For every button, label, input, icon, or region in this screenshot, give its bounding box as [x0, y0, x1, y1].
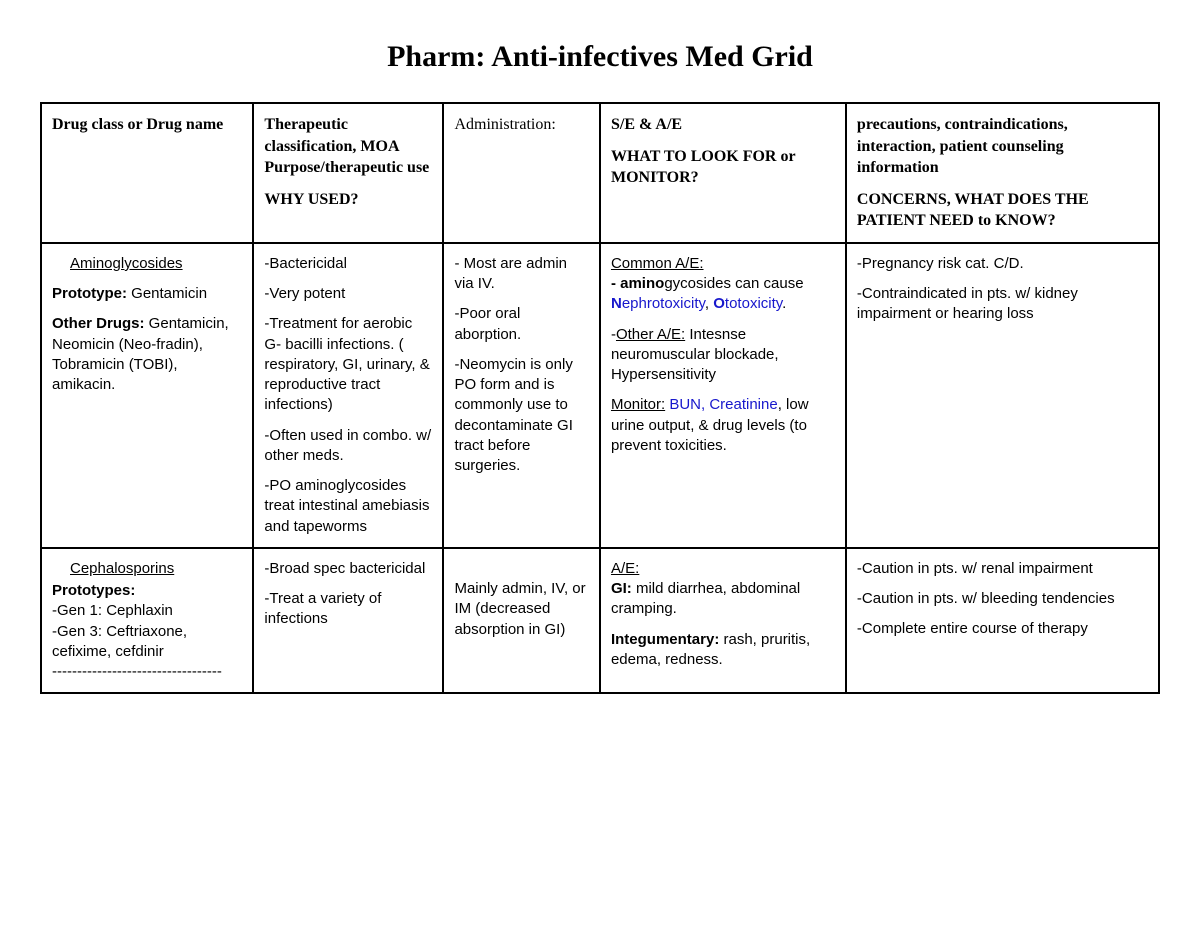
prototypes-label: Prototypes:: [52, 582, 135, 599]
admin-item: - Most are admin via IV.: [454, 254, 589, 295]
monitor-block: Monitor: BUN, Creatinine, low urine outp…: [611, 395, 835, 456]
prototype-value: Gentamicin: [127, 285, 207, 302]
integ-label: Integumentary:: [611, 631, 719, 648]
cell-se: A/E: GI: mild diarrhea, abdominal crampi…: [600, 548, 846, 694]
col-header-moa: Therapeutic classification, MOA Purpose/…: [253, 103, 443, 243]
moa-item: -PO aminoglycosides treat intestinal ame…: [264, 476, 432, 537]
ae-no: no: [646, 275, 664, 292]
cell-precautions: -Pregnancy risk cat. C/D. -Contraindicat…: [846, 243, 1159, 548]
admin-item: -Poor oral aborption.: [454, 304, 589, 345]
precaution-item: -Caution in pts. w/ bleeding tendencies: [857, 589, 1148, 609]
other-drugs-line: Other Drugs: Gentamicin, Neomicin (Neo-f…: [52, 314, 242, 395]
col-header-main: Therapeutic classification, MOA Purpose/…: [264, 114, 432, 179]
cell-admin: - Most are admin via IV. -Poor oral abor…: [443, 243, 600, 548]
cell-admin: Mainly admin, IV, or IM (decreased absor…: [443, 548, 600, 694]
moa-item: -Very potent: [264, 284, 432, 304]
precaution-item: -Complete entire course of therapy: [857, 619, 1148, 639]
gen1-line: -Gen 1: Cephlaxin: [52, 602, 173, 619]
prototype-line: Prototype: Gentamicin: [52, 284, 242, 304]
col-header-se: S/E & A/E WHAT TO LOOK FOR or MONITOR?: [600, 103, 846, 243]
cell-drug: Aminoglycosides Prototype: Gentamicin Ot…: [41, 243, 253, 548]
common-ae-block: Common A/E: - aminogycosides can cause N…: [611, 254, 835, 315]
nephrotoxicity: Nephrotoxicity: [611, 295, 705, 312]
cell-se: Common A/E: - aminogycosides can cause N…: [600, 243, 846, 548]
moa-item: -Bactericidal: [264, 254, 432, 274]
ae-post: gycosides can cause: [664, 275, 803, 292]
page-title: Pharm: Anti-infectives Med Grid: [40, 40, 1160, 74]
col-header-main: Drug class or Drug name: [52, 116, 223, 133]
prototype-label: Prototype:: [52, 285, 127, 302]
gi-label: GI:: [611, 580, 632, 597]
col-header-main: S/E & A/E: [611, 114, 835, 136]
ae-label: A/E:: [611, 560, 639, 577]
admin-item: -Neomycin is only PO form and is commonl…: [454, 355, 589, 477]
precaution-item: -Contraindicated in pts. w/ kidney impai…: [857, 284, 1148, 325]
precaution-item: -Caution in pts. w/ renal impairment: [857, 559, 1148, 579]
moa-item: -Treatment for aerobic G- bacilli infect…: [264, 314, 432, 415]
neph-n: N: [611, 295, 622, 312]
drug-class-heading: Cephalosporins: [70, 559, 242, 579]
col-header-main: precautions, contraindications, interact…: [857, 114, 1148, 179]
oto-o: O: [713, 295, 725, 312]
oto-rest: totoxicity: [725, 295, 782, 312]
col-header-drug: Drug class or Drug name: [41, 103, 253, 243]
admin-item: Mainly admin, IV, or IM (decreased absor…: [454, 579, 589, 640]
ae-pre: - ami: [611, 275, 646, 292]
col-header-precautions: precautions, contraindications, interact…: [846, 103, 1159, 243]
table-row: Aminoglycosides Prototype: Gentamicin Ot…: [41, 243, 1159, 548]
gi-text: mild diarrhea, abdominal cramping.: [611, 580, 800, 617]
ae-text: - ami: [611, 275, 646, 292]
neph-rest: ephrotoxicity: [622, 295, 705, 312]
cell-drug: Cephalosporins Prototypes: -Gen 1: Cephl…: [41, 548, 253, 694]
dash-separator: ----------------------------------: [52, 663, 222, 680]
monitor-blue: BUN, Creatinine: [665, 396, 778, 413]
integ-line: Integumentary: rash, pruritis, edema, re…: [611, 630, 835, 671]
ototoxicity: Ototoxicity: [713, 295, 782, 312]
table-header-row: Drug class or Drug name Therapeutic clas…: [41, 103, 1159, 243]
table-row: Cephalosporins Prototypes: -Gen 1: Cephl…: [41, 548, 1159, 694]
col-header-sub: WHY USED?: [264, 191, 358, 208]
other-drugs-label: Other Drugs:: [52, 315, 145, 332]
other-ae-label: Other A/E:: [616, 326, 685, 343]
cell-moa: -Bactericidal -Very potent -Treatment fo…: [253, 243, 443, 548]
common-ae-label: Common A/E:: [611, 255, 704, 272]
gen3-line: -Gen 3: Ceftriaxone, cefixime, cefdinir: [52, 623, 187, 660]
col-header-admin: Administration:: [443, 103, 600, 243]
moa-item: -Broad spec bactericidal: [264, 559, 432, 579]
precaution-item: -Pregnancy risk cat. C/D.: [857, 254, 1148, 274]
drug-class-heading: Aminoglycosides: [70, 254, 242, 274]
gi-line: GI: mild diarrhea, abdominal cramping.: [611, 579, 835, 620]
other-ae-block: -Other A/E: Intesnse neuromuscular block…: [611, 325, 835, 386]
col-header-main: Administration:: [454, 116, 555, 133]
cell-precautions: -Caution in pts. w/ renal impairment -Ca…: [846, 548, 1159, 694]
moa-item: -Often used in combo. w/ other meds.: [264, 426, 432, 467]
col-header-sub: CONCERNS, WHAT DOES THE PATIENT NEED to …: [857, 191, 1089, 230]
med-grid-table: Drug class or Drug name Therapeutic clas…: [40, 102, 1160, 694]
col-header-sub: WHAT TO LOOK FOR or MONITOR?: [611, 148, 795, 187]
cell-moa: -Broad spec bactericidal -Treat a variet…: [253, 548, 443, 694]
sep: ,: [705, 295, 713, 312]
moa-item: -Treat a variety of infections: [264, 589, 432, 630]
monitor-label: Monitor:: [611, 396, 665, 413]
ae-end: .: [782, 295, 786, 312]
